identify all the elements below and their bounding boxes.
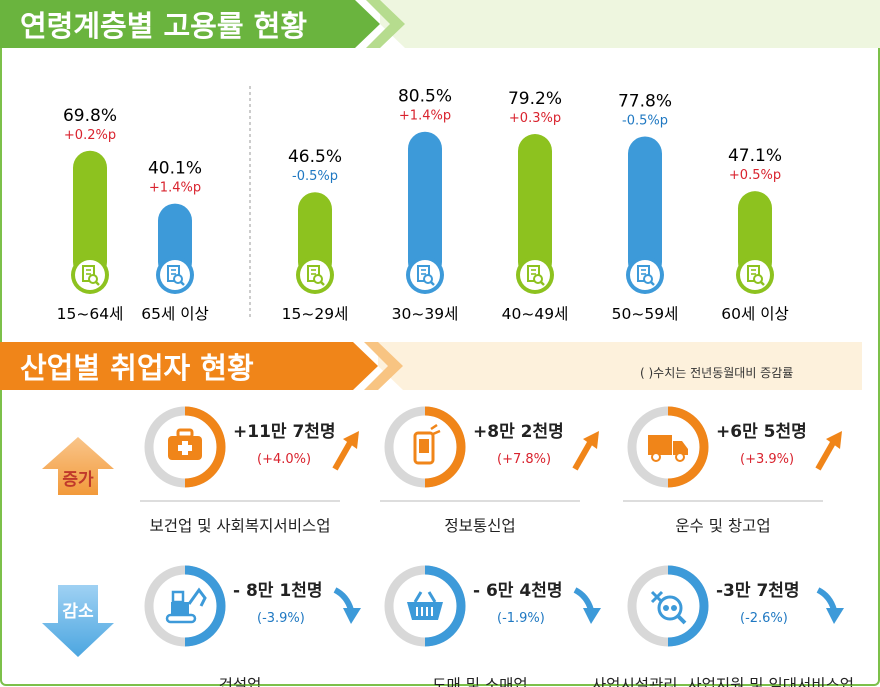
industry-value: +8만 2천명 — [473, 422, 564, 442]
bar-change-label: -0.5%p — [622, 114, 668, 129]
bar-change-label: -0.5%p — [292, 169, 338, 184]
bar-category-label: 60세 이상 — [721, 305, 788, 323]
industry-name: 정보통신업 — [444, 517, 515, 535]
industry-name: 운수 및 창고업 — [675, 517, 770, 535]
bar-group-2: 46.5% -0.5%p 15~29세 — [282, 147, 349, 323]
industry-change: (+4.0%) — [257, 452, 311, 467]
section2-title: 산업별 취업자 현황 — [20, 351, 254, 385]
trend-down-icon — [816, 587, 844, 624]
bar-group-1: 40.1% +1.4%p 65세 이상 — [141, 159, 208, 323]
trend-down-icon — [573, 587, 601, 624]
industry-change: (+3.9%) — [740, 452, 794, 467]
report-search-icon — [71, 256, 109, 294]
increase-industry-card: +11만 7천명 (+4.0%) 보건업 및 사회복지서비스업 — [140, 406, 359, 535]
bar-value-label: 69.8% — [63, 106, 117, 126]
bar-change-label: +1.4%p — [399, 109, 451, 124]
industry-change: (-1.9%) — [497, 611, 545, 626]
section1-banner — [0, 0, 880, 48]
section2-banner — [0, 342, 862, 390]
industry-name: 사업시설관리, 사업지원 및 임대서비스업 — [592, 676, 854, 687]
trend-up-icon — [572, 431, 599, 471]
bar-category-label: 65세 이상 — [141, 305, 208, 323]
section1-title: 연령계층별 고용률 현황 — [20, 9, 307, 43]
industry-name: 도매 및 소매업 — [432, 676, 527, 687]
bar — [298, 192, 332, 279]
bar-group-4: 79.2% +0.3%p 40~49세 — [502, 89, 569, 323]
bar-group-6: 47.1% +0.5%p 60세 이상 — [721, 146, 788, 323]
bar-value-label: 47.1% — [728, 146, 782, 166]
industry-value: - 6만 4천명 — [473, 581, 562, 601]
increase-arrow-icon — [42, 437, 114, 495]
business-support-icon — [650, 590, 687, 625]
bar-change-label: +0.5%p — [729, 168, 781, 183]
bar — [738, 191, 772, 279]
bar-group-3: 80.5% +1.4%p 30~39세 — [392, 87, 459, 323]
bar-value-label: 80.5% — [398, 87, 452, 107]
first-aid-kit-icon — [168, 428, 202, 460]
industry-employment-section: 증가 감소 +11만 7천명 (+4.0%) 보건업 및 사회복지서비스업 +8만 2… — [42, 406, 854, 687]
bar — [73, 150, 107, 279]
bar-category-label: 50~59세 — [612, 305, 679, 323]
bar — [628, 136, 662, 279]
trend-up-icon — [332, 431, 359, 471]
bar-value-label: 77.8% — [618, 92, 672, 112]
bar-category-label: 15~29세 — [282, 305, 349, 323]
bar-category-label: 40~49세 — [502, 305, 569, 323]
bar-value-label: 46.5% — [288, 147, 342, 167]
increase-label: 증가 — [62, 470, 94, 490]
report-search-icon — [406, 256, 444, 294]
bar — [408, 131, 442, 279]
trend-up-icon — [815, 431, 842, 471]
increase-industry-card: +6만 5천명 (+3.9%) 운수 및 창고업 — [623, 406, 842, 535]
shopping-basket-icon — [407, 591, 443, 620]
change-note: ( )수치는 전년동월대비 증감률 — [640, 366, 794, 380]
bar-value-label: 40.1% — [148, 159, 202, 179]
industry-name: 건설업 — [219, 676, 262, 687]
bar-category-label: 30~39세 — [392, 305, 459, 323]
report-search-icon — [296, 256, 334, 294]
industry-value: +11만 7천명 — [233, 422, 336, 442]
bar-group-0: 69.8% +0.2%p 15~64세 — [57, 106, 124, 323]
bar-change-label: +0.2%p — [64, 128, 116, 143]
mobile-phone-icon — [413, 423, 441, 465]
bar-value-label: 79.2% — [508, 89, 562, 109]
report-search-icon — [736, 256, 774, 294]
age-employment-chart: 69.8% +0.2%p 15~64세 40.1% +1.4%p 65세 이상 46.5% -… — [57, 86, 789, 323]
bar-change-label: +1.4%p — [149, 181, 201, 196]
bar-category-label: 15~64세 — [57, 305, 124, 323]
decrease-arrow-icon — [42, 585, 114, 657]
trend-down-icon — [333, 587, 361, 624]
industry-change: (-2.6%) — [740, 611, 788, 626]
bar-group-5: 77.8% -0.5%p 50~59세 — [612, 92, 679, 323]
decrease-label: 감소 — [62, 602, 94, 622]
industry-name: 보건업 및 사회복지서비스업 — [150, 517, 331, 535]
decrease-industry-card: -3만 7천명 (-2.6%) 사업시설관리, 사업지원 및 임대서비스업 — [592, 565, 854, 687]
report-search-icon — [156, 256, 194, 294]
excavator-icon — [165, 587, 207, 624]
industry-value: -3만 7천명 — [716, 581, 800, 601]
decrease-industry-card: - 6만 4천명 (-1.9%) 도매 및 소매업 — [384, 565, 601, 687]
report-search-icon — [626, 256, 664, 294]
delivery-truck-icon — [648, 435, 688, 462]
industry-value: +6만 5천명 — [716, 422, 807, 442]
decrease-industry-card: - 8만 1천명 (-3.9%) 건설업 — [144, 565, 361, 687]
bar — [518, 134, 552, 279]
bar-change-label: +0.3%p — [509, 111, 561, 126]
industry-change: (-3.9%) — [257, 611, 305, 626]
increase-industry-card: +8만 2천명 (+7.8%) 정보통신업 — [380, 406, 599, 535]
industry-change: (+7.8%) — [497, 452, 551, 467]
report-search-icon — [516, 256, 554, 294]
industry-value: - 8만 1천명 — [233, 581, 322, 601]
